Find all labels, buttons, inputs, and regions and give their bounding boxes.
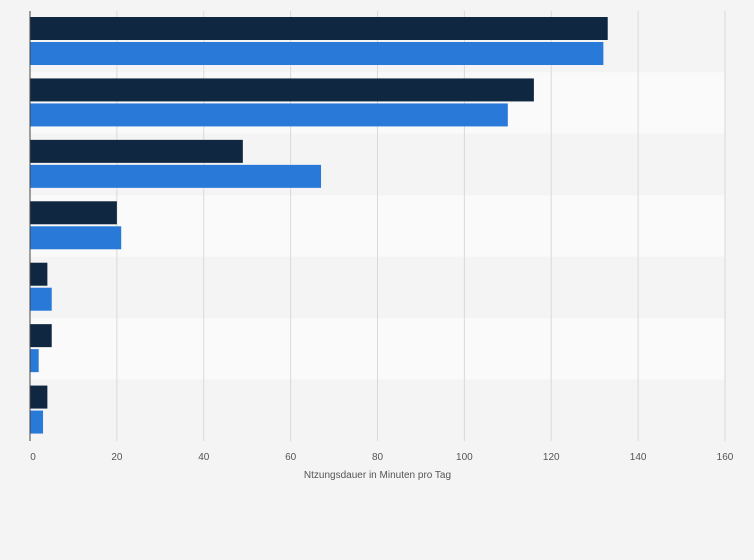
bar-series0-row4	[30, 262, 48, 286]
bar-series0-row0	[30, 17, 608, 40]
x-tick-label-80: 80	[372, 452, 384, 463]
bar-series1-row2	[30, 164, 322, 188]
x-tick-label-140: 140	[630, 452, 647, 463]
bar-series0-row3	[30, 201, 117, 225]
bars	[30, 17, 608, 434]
bar-series1-row0	[30, 42, 604, 65]
x-tick-label-100: 100	[456, 452, 473, 463]
x-tick-label-120: 120	[543, 452, 560, 463]
x-tick-label-160: 160	[717, 452, 734, 463]
x-tick-labels: 0 20 40 60 80 100 120 140 160	[30, 452, 734, 463]
bar-series1-row6	[30, 410, 44, 434]
bar-series1-row1	[30, 103, 508, 127]
x-tick-label-20: 20	[111, 452, 123, 463]
bar-series0-row6	[30, 385, 48, 409]
bar-series0-row5	[30, 324, 52, 348]
bar-series0-row2	[30, 139, 243, 163]
bar-series1-row3	[30, 226, 122, 250]
bar-series1-row4	[30, 287, 52, 311]
bar-series1-row5	[30, 349, 39, 373]
bar-series0-row1	[30, 78, 534, 102]
x-axis-label: Ntzungsdauer in Minuten pro Tag	[304, 470, 451, 481]
x-tick-label-0: 0	[30, 452, 36, 463]
x-tick-label-60: 60	[285, 452, 297, 463]
x-tick-label-40: 40	[198, 452, 210, 463]
